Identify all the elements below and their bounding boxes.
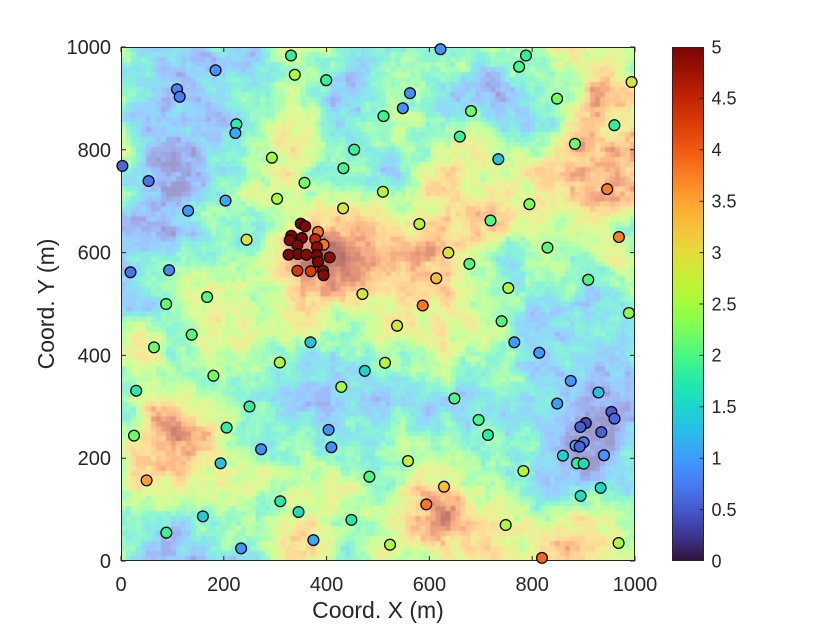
svg-text:1000: 1000 [613, 574, 658, 596]
svg-text:800: 800 [78, 140, 111, 162]
svg-text:3: 3 [712, 243, 722, 263]
svg-text:800: 800 [516, 574, 549, 596]
svg-text:0.5: 0.5 [712, 500, 737, 520]
svg-text:600: 600 [413, 574, 446, 596]
svg-text:400: 400 [78, 345, 111, 367]
svg-text:1.5: 1.5 [712, 397, 737, 417]
svg-text:5: 5 [712, 37, 722, 57]
svg-text:400: 400 [310, 574, 343, 596]
svg-text:2.5: 2.5 [712, 294, 737, 314]
svg-text:2: 2 [712, 346, 722, 366]
svg-text:600: 600 [78, 243, 111, 265]
svg-text:0: 0 [100, 551, 111, 573]
svg-text:1000: 1000 [67, 37, 112, 59]
svg-text:4: 4 [712, 140, 722, 160]
svg-text:Coord. X (m): Coord. X (m) [312, 597, 444, 623]
svg-text:1: 1 [712, 449, 722, 469]
svg-text:200: 200 [207, 574, 240, 596]
svg-text:3.5: 3.5 [712, 192, 737, 212]
svg-text:0: 0 [115, 574, 126, 596]
svg-text:4.5: 4.5 [712, 89, 737, 109]
svg-text:Coord. Y (m): Coord. Y (m) [33, 239, 59, 370]
svg-text:200: 200 [78, 448, 111, 470]
svg-text:0: 0 [712, 551, 722, 571]
